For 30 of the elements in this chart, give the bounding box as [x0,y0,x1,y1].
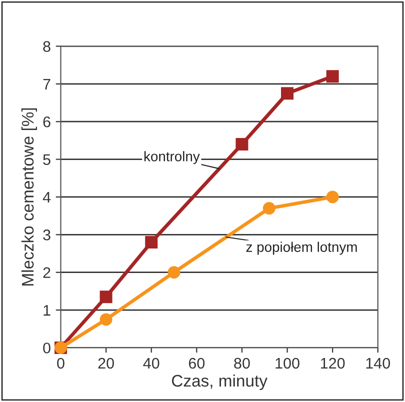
x-tick-label: 40 [143,358,160,369]
x-tick-label: 0 [57,358,64,369]
y-tick-label: 5 [43,154,50,165]
y-tick-label: 2 [43,267,50,278]
x-tick-label: 80 [234,358,250,369]
point [100,313,112,326]
y-tick-label: 3 [43,230,50,240]
x-axis-title: Czas, minuty [172,374,268,390]
point [145,236,158,248]
y-axis-title: Mleczko cementowe [%] [21,108,37,286]
y-tick-label: 8 [43,41,50,52]
point [168,266,180,279]
y-tick-label: 4 [42,192,51,203]
point [262,202,276,215]
y-tick-label: 6 [43,116,50,128]
point [236,138,248,150]
y-tick-label: 0 [43,342,50,354]
y-tick-label: 7 [43,78,50,90]
x-tick-label: 60 [188,358,205,369]
series-label: z popiołem lotnym [246,242,357,255]
series-label: kontrolny [144,151,200,164]
point [326,190,339,204]
x-tick-label: 20 [98,358,114,369]
point [100,290,112,304]
point [326,70,339,83]
y-tick-label: 1 [44,305,50,316]
x-tick-label: 100 [276,358,300,369]
x-tick-label: 120 [320,358,345,369]
point [281,87,294,100]
x-tick-label: 140 [366,358,390,369]
